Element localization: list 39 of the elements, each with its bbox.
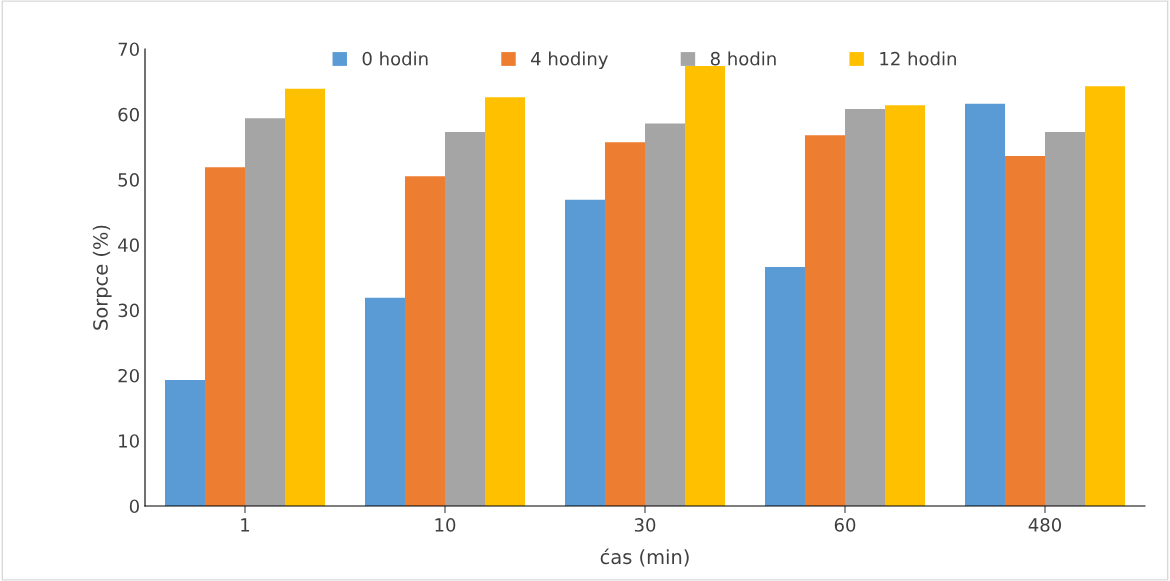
bar	[685, 65, 725, 506]
x-tick-label: 30	[634, 518, 656, 532]
bar	[405, 176, 445, 506]
y-tick-label: 40	[118, 238, 139, 252]
y-tick-label: 50	[118, 173, 139, 187]
y-axis-title: Sorpce (%)	[92, 225, 112, 330]
bar	[565, 199, 605, 506]
x-tick-label: 480	[1028, 518, 1062, 532]
x-axis-title: ćas (min)	[600, 548, 689, 567]
y-tick-label: 60	[118, 107, 139, 122]
y-tick-label: 20	[118, 368, 139, 383]
legend-label: 0 hodin	[362, 51, 428, 66]
legend-label: 8 hodin	[710, 51, 776, 66]
bar	[845, 109, 885, 506]
bar	[605, 142, 645, 506]
y-tick-label: 70	[118, 42, 139, 57]
bar	[805, 135, 845, 506]
y-tick-label: 0	[129, 499, 139, 514]
x-tick-label: 60	[834, 518, 856, 532]
bar	[1005, 156, 1045, 506]
y-tick-label: 10	[119, 434, 139, 448]
bar	[765, 267, 805, 506]
bar	[1045, 131, 1085, 506]
bar	[365, 297, 405, 506]
legend-label: 4 hodiny	[531, 51, 608, 70]
bar	[445, 131, 485, 506]
bar	[245, 118, 285, 506]
bar	[885, 105, 925, 506]
bar	[205, 167, 245, 506]
bar	[285, 88, 325, 506]
bar	[165, 380, 205, 506]
x-tick-label: 1	[241, 518, 250, 532]
bar	[965, 103, 1005, 506]
legend-label: 12 hodin	[880, 51, 956, 66]
x-tick-label: 10	[435, 518, 456, 532]
bar	[645, 123, 685, 506]
bar	[1085, 86, 1125, 506]
bar	[485, 97, 525, 506]
y-tick-label: 30	[118, 303, 139, 318]
